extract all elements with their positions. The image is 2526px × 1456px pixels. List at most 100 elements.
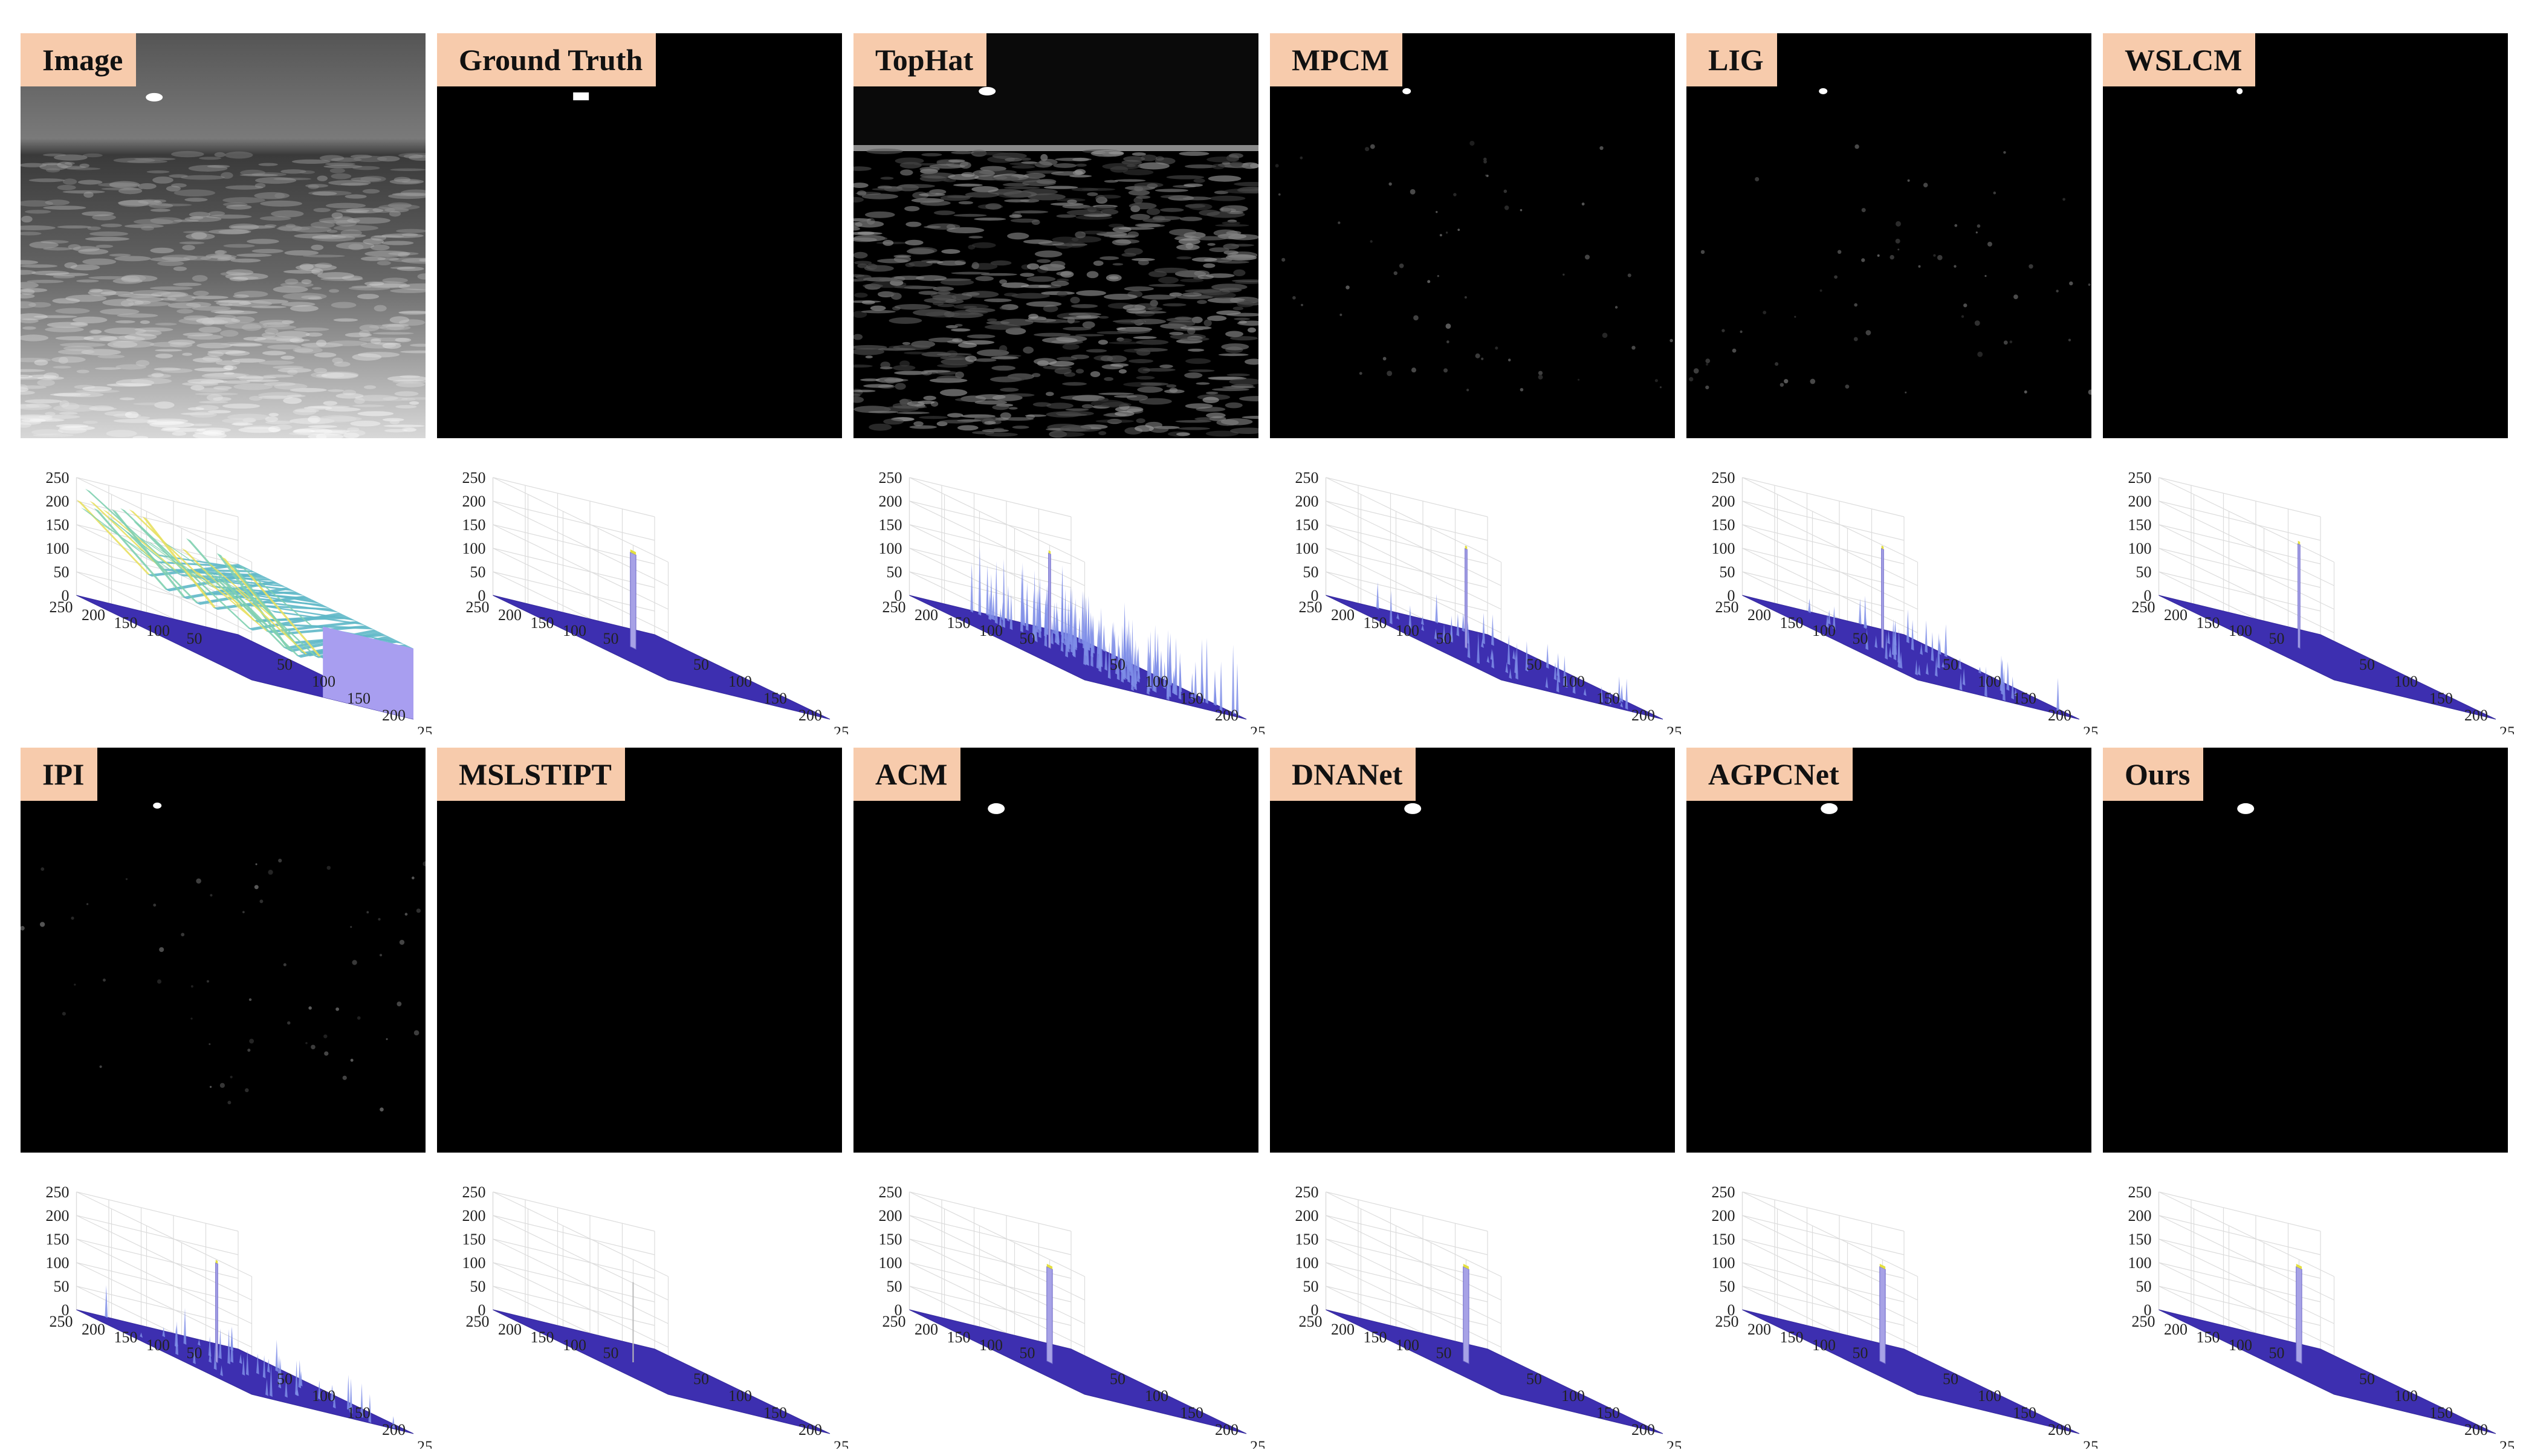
wave-glint	[372, 207, 395, 213]
clutter-point	[1301, 303, 1303, 306]
wave-glint	[263, 374, 294, 378]
wave-glint	[138, 199, 161, 204]
surface-ridge	[76, 499, 152, 577]
surface-spike	[1941, 662, 1945, 668]
wave-glint	[134, 157, 176, 161]
surface-spike	[1563, 655, 1566, 687]
wave-glint	[371, 337, 410, 342]
wave-glint	[82, 153, 103, 158]
clutter-streak	[948, 159, 965, 163]
clutter-streak	[1046, 403, 1074, 409]
clutter-point	[1705, 358, 1711, 363]
clutter-streak	[999, 345, 1008, 352]
clutter-streak	[853, 222, 863, 228]
wave-glint	[183, 256, 212, 260]
wave-glint	[76, 369, 89, 374]
wave-glint	[117, 199, 163, 206]
clutter-streak	[1230, 161, 1243, 167]
clutter-point	[209, 1086, 212, 1088]
wave-glint	[220, 380, 250, 384]
wave-glint	[398, 252, 409, 257]
clutter-point	[1275, 164, 1279, 168]
wave-glint	[293, 346, 323, 354]
wave-glint	[202, 319, 215, 326]
clutter-streak	[1062, 204, 1091, 209]
clutter-point	[1292, 296, 1296, 300]
clutter-streak	[893, 254, 912, 258]
surface-spike	[1978, 667, 1981, 674]
clutter-streak	[1206, 156, 1239, 163]
clutter-point	[1365, 147, 1370, 152]
clutter-streak	[1049, 432, 1085, 437]
wave-glint	[277, 367, 312, 373]
wave-glint	[240, 169, 266, 176]
z-tick-label: 100	[2128, 1254, 2152, 1272]
surface-spike	[999, 607, 1002, 627]
wave-glint	[214, 310, 258, 315]
clutter-point	[1954, 265, 1957, 268]
clutter-streak	[1004, 186, 1040, 189]
wave-glint	[398, 311, 426, 314]
wave-glint	[113, 158, 155, 163]
clutter-point	[1763, 311, 1767, 314]
x-tick-label: 150	[763, 1404, 787, 1422]
y-tick-label: 200	[2164, 606, 2188, 624]
wave-glint	[322, 371, 359, 378]
z-tick-label: 150	[879, 516, 902, 534]
clutter-streak	[1220, 256, 1257, 260]
wave-glint	[333, 225, 378, 231]
z-tick-label: 200	[462, 493, 486, 510]
wave-glint	[308, 184, 319, 189]
target-peak-top	[215, 1260, 218, 1264]
wave-glint	[227, 413, 270, 421]
wave-glint	[254, 183, 266, 189]
z-tick-label: 0	[1311, 587, 1319, 604]
wave-glint	[82, 211, 114, 216]
wave-glint	[308, 433, 344, 438]
surface-spike	[986, 565, 989, 616]
x-tick-label: 50	[1943, 656, 1958, 673]
surface-spike	[1191, 673, 1194, 700]
clutter-streak	[1210, 292, 1236, 299]
wave-glint	[267, 345, 302, 350]
result-image-lig: LIG	[1686, 33, 2091, 438]
wave-glint	[94, 367, 121, 370]
wave-glint	[172, 431, 187, 436]
wave-glint	[194, 367, 233, 372]
clutter-streak	[1187, 348, 1205, 352]
clutter-streak	[1050, 260, 1066, 268]
z-tick-label: 0	[1728, 587, 1735, 604]
panel-background	[2103, 748, 2508, 1153]
panel-background	[437, 33, 842, 438]
x-tick-label: 150	[1596, 690, 1620, 707]
wave-glint	[225, 273, 268, 280]
panel-background	[437, 748, 842, 1153]
clutter-point	[1631, 346, 1636, 350]
wave-glint	[254, 192, 290, 199]
clutter-point	[206, 980, 210, 983]
surface-spike	[1618, 676, 1621, 704]
wave-glint	[311, 268, 323, 275]
clutter-point	[1705, 385, 1709, 390]
surface-plot-wslcm: 0 50 100 150 200 250 250 200 150 100 50 50 100 150 200…	[2097, 450, 2515, 734]
clutter-streak	[1026, 263, 1040, 270]
y-tick-label: 100	[563, 1336, 586, 1354]
x-tick-label: 250	[1250, 1438, 1265, 1449]
wave-glint	[350, 154, 372, 158]
wave-glint	[168, 339, 195, 345]
y-tick-label: 50	[1436, 630, 1452, 647]
surface-spike	[332, 1393, 336, 1409]
z-tick-label: 200	[2128, 493, 2152, 510]
clutter-streak	[1129, 202, 1157, 210]
z-tick-label: 200	[1712, 493, 1735, 510]
clutter-streak	[951, 271, 990, 275]
clutter-streak	[1055, 157, 1092, 161]
clutter-streak	[1206, 315, 1227, 322]
wave-glint	[121, 275, 140, 283]
wave-glint	[299, 264, 314, 270]
x-tick-label: 100	[1561, 1387, 1585, 1405]
clutter-streak	[953, 213, 987, 217]
clutter-streak	[1194, 417, 1216, 421]
wave-glint	[21, 414, 53, 419]
wave-glint	[149, 341, 187, 348]
